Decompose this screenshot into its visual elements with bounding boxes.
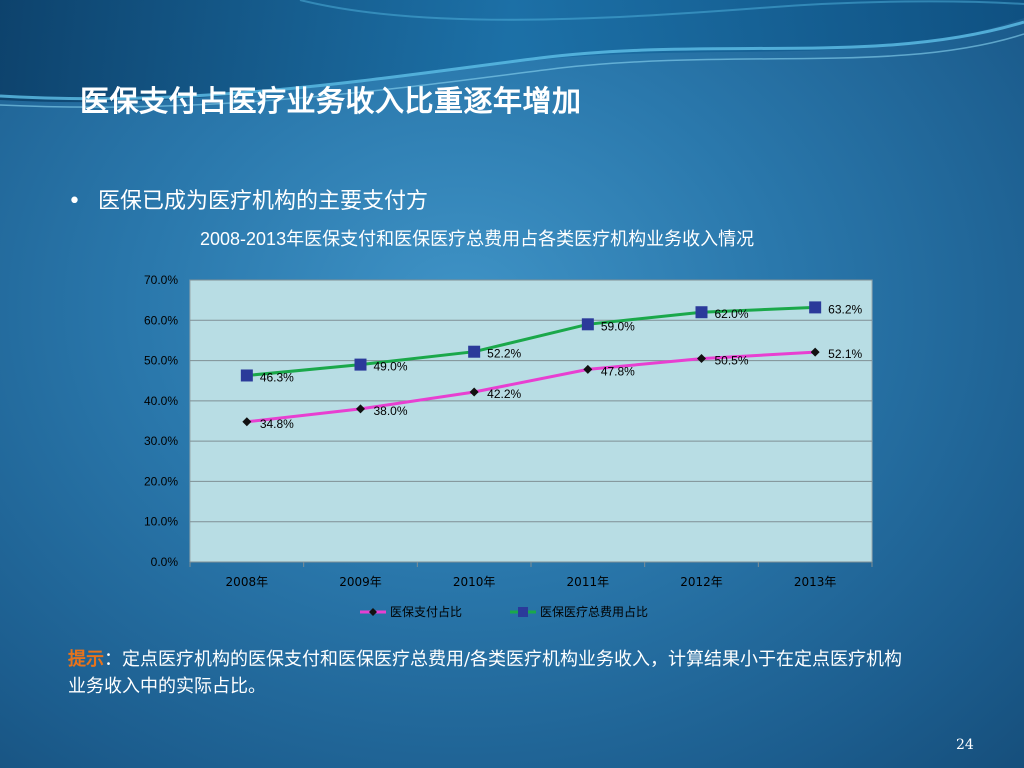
note-text: 定点医疗机构的医保支付和医保医疗总费用/各类医疗机构业务收入，计算结果小于在定点… [68, 649, 903, 697]
slide-title: 医保支付占医疗业务收入比重逐年增加 [80, 84, 582, 118]
data-label: 62.0% [715, 307, 749, 321]
plot-area [189, 279, 873, 563]
data-point-diamond [356, 404, 365, 414]
y-tick-label: 0.0% [151, 555, 179, 569]
data-point-diamond [697, 354, 706, 364]
x-tick-label: 2012年 [680, 575, 723, 589]
data-label: 59.0% [601, 319, 635, 333]
data-label: 34.8% [260, 417, 294, 431]
series-line-2 [246, 305, 816, 377]
series-line-1 [246, 350, 816, 424]
data-label: 52.1% [828, 347, 862, 361]
y-tick-label: 40.0% [144, 394, 178, 408]
legend-label: 医保支付占比 [390, 604, 462, 619]
note-paragraph: 提示：定点医疗机构的医保支付和医保医疗总费用/各类医疗机构业务收入，计算结果小于… [68, 646, 908, 700]
y-tick-label: 70.0% [144, 273, 178, 287]
data-label: 49.0% [374, 360, 408, 374]
data-point-square [354, 358, 367, 371]
data-label: 63.2% [828, 302, 862, 316]
note-colon: ： [104, 649, 122, 670]
line-chart: 0.0% 10.0% 20.0% 30.0% 40.0% 50.0% 60.0% 70.0% 2… [144, 273, 873, 619]
data-label: 50.5% [715, 354, 749, 368]
x-tick-label: 2009年 [339, 575, 382, 589]
page-number: 24 [956, 737, 974, 753]
header-wave-decoration [0, 0, 1024, 108]
data-point-square [809, 301, 822, 314]
bullet-marker: • [68, 189, 81, 214]
legend-marker-square [518, 607, 528, 617]
data-point-diamond [583, 364, 593, 374]
y-tick-label: 30.0% [144, 434, 178, 448]
data-point-diamond [469, 387, 479, 397]
legend-label: 医保医疗总费用占比 [540, 604, 648, 619]
data-label: 42.2% [487, 387, 521, 401]
chart-title: 2008-2013年医保支付和医保医疗总费用占各类医疗机构业务收入情况 [200, 229, 755, 249]
data-label: 38.0% [374, 404, 408, 418]
x-tick-label: 2008年 [226, 575, 269, 589]
legend-marker-diamond [369, 608, 377, 616]
x-tick-label: 2011年 [567, 575, 610, 589]
bullet-item: • 医保已成为医疗机构的主要支付方 [68, 183, 428, 215]
x-tick-label: 2013年 [794, 575, 837, 589]
note-label: 提示 [68, 649, 104, 670]
data-label: 52.2% [487, 347, 521, 361]
bullet-text: 医保已成为医疗机构的主要支付方 [98, 189, 429, 214]
y-tick-label: 50.0% [144, 354, 178, 368]
y-tick-label: 20.0% [144, 474, 178, 488]
data-point-square [581, 318, 594, 331]
y-tick-label: 60.0% [144, 313, 178, 327]
data-label: 47.8% [601, 364, 635, 378]
data-label: 46.3% [260, 370, 294, 384]
y-tick-label: 10.0% [144, 515, 178, 529]
data-point-diamond [810, 347, 820, 357]
data-point-diamond [242, 417, 252, 427]
data-point-square [240, 369, 253, 382]
x-tick-label: 2010年 [453, 575, 496, 589]
data-point-square [468, 345, 481, 358]
data-point-square [695, 306, 708, 319]
